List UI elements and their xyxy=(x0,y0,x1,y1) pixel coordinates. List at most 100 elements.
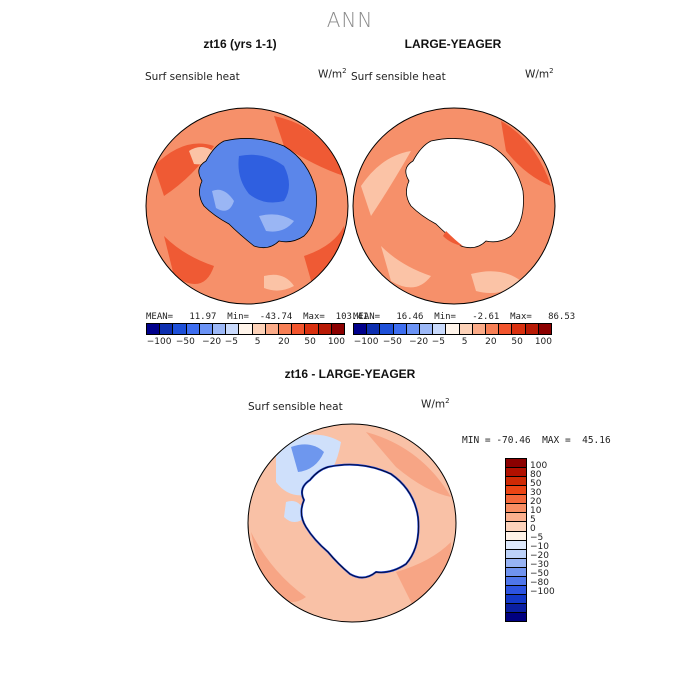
panel2-colorbar-swatch xyxy=(406,324,421,334)
panel2-colorbar-tick-label: 100 xyxy=(534,337,553,347)
panel1-colorbar-swatch xyxy=(213,324,227,334)
panel3-mid-patch xyxy=(366,432,451,497)
panel1-colorbar-tick-label: −5 xyxy=(224,337,238,347)
panel3-colorbar-swatch xyxy=(506,558,526,568)
panel2-antarctica-land xyxy=(405,138,524,249)
panel1-warm-patch xyxy=(304,226,345,291)
panel2-colorbar-swatch xyxy=(354,324,368,334)
panel2-variable-label: Surf sensible heat xyxy=(351,71,446,83)
panel3-colorbar-tick-label: −20 xyxy=(530,551,549,561)
panel3-colorbar-swatch xyxy=(506,486,526,496)
panel2-colorbar-swatch xyxy=(433,324,447,334)
panel3-colorbar-tick-label: 80 xyxy=(530,470,542,480)
panel3-title: zt16 - LARGE-YEAGER xyxy=(284,367,416,381)
panel2-colorbar-swatch xyxy=(538,324,552,334)
panel3-colorbar-tick-label: 0 xyxy=(530,524,536,534)
panel2-warm-patch xyxy=(443,231,463,246)
panel1-polar-map xyxy=(145,107,349,305)
panel3-colorbar-tick-label: −100 xyxy=(530,587,555,597)
panel2-polar-map xyxy=(352,107,556,305)
panel1-colorbar-tick-label: 20 xyxy=(278,337,290,347)
panel2-warm-patch xyxy=(501,121,551,186)
panel3-polar-map xyxy=(247,423,457,623)
panel3-colorbar-tick-label: −50 xyxy=(530,569,549,579)
panel3-colorbar-tick-label: 5 xyxy=(530,515,536,525)
panel3-units: W/m2 xyxy=(421,397,450,411)
panel3-colorbar-swatch xyxy=(506,540,526,550)
panel2-units: W/m2 xyxy=(525,67,554,81)
panel3-coastline xyxy=(301,464,419,578)
panel3-colorbar-swatch xyxy=(506,495,526,505)
panel1-colorbar-tick-label: 100 xyxy=(327,337,346,347)
panel2-colorbar-tick-label: −100 xyxy=(353,337,379,347)
panel3-cool-patch xyxy=(284,501,306,522)
panel1-units: W/m2 xyxy=(318,67,347,81)
panel2-colorbar-swatch xyxy=(472,324,487,334)
panel3-colorbar-swatch xyxy=(506,468,526,478)
panel3-colorbar-tick-label: −10 xyxy=(530,542,549,552)
panel1-colorbar-labels: −100 −50 −20 −5 5 20 50 100 xyxy=(146,337,346,349)
panel3-colorbar xyxy=(505,458,527,622)
panel2-colorbar-swatch xyxy=(499,324,513,334)
panel1-colorbar-tick-label: −20 xyxy=(202,337,222,347)
panel3-colorbar-swatch xyxy=(506,604,526,614)
panel1-colorbar-swatch xyxy=(147,324,161,334)
panel2-colorbar-tick-label: −20 xyxy=(409,337,429,347)
panel1-colorbar-swatch xyxy=(186,324,200,334)
panel1-colorbar-tick-label: −100 xyxy=(146,337,172,347)
panel1-colorbar-swatch xyxy=(292,324,306,334)
panel2-cool-patch xyxy=(361,151,411,216)
panel1-colorbar-swatch xyxy=(265,324,280,334)
panel1-stats: MEAN= 11.97 Min= -43.74 Max= 103.41 xyxy=(146,312,369,322)
panel2-colorbar-swatch xyxy=(459,324,473,334)
panel3-colorbar-tick-label: 30 xyxy=(530,488,542,498)
panel2-colorbar-swatch xyxy=(512,324,526,334)
panel3-colorbar-swatch xyxy=(506,594,526,604)
panel3-colorbar-tick-label: −5 xyxy=(530,533,544,543)
panel2-colorbar-swatch xyxy=(367,324,381,334)
panel2-colorbar-tick-label: −5 xyxy=(431,337,445,347)
panel1-variable-label: Surf sensible heat xyxy=(145,71,240,83)
panel3-colorbar-swatch xyxy=(506,504,526,514)
panel1-colorbar-swatch xyxy=(173,324,187,334)
panel1-colorbar xyxy=(146,323,345,335)
panel1-cool-patch xyxy=(264,274,294,291)
panel1-colorbar-swatch xyxy=(331,324,345,334)
panel2-colorbar-tick-label: 5 xyxy=(461,337,468,347)
panel1-colorbar-swatch xyxy=(160,324,174,334)
panel2-colorbar-swatch xyxy=(446,324,460,334)
panel3-colorbar-labels: 100 80 50 30 20 10 5 0 −5 −10 −20 −30 −50 −80 −100 xyxy=(530,458,570,620)
panel2-colorbar-tick-label: 20 xyxy=(485,337,497,347)
panel1-warm-patch xyxy=(274,116,344,176)
panel3-colorbar-swatch xyxy=(506,531,526,541)
panel1-colorbar-swatch xyxy=(318,324,332,334)
panel3-colorbar-swatch xyxy=(506,585,526,595)
panel1-colorbar-swatch xyxy=(279,324,293,334)
panel3-colorbar-tick-label: −80 xyxy=(530,578,549,588)
panel3-colorbar-swatch xyxy=(506,459,526,469)
panel2-colorbar-tick-label: −50 xyxy=(382,337,402,347)
panel3-colorbar-tick-label: −30 xyxy=(530,560,549,570)
panel3-colorbar-tick-label: 10 xyxy=(530,506,542,516)
panel3-colorbar-swatch xyxy=(506,549,526,559)
panel1-ice-light xyxy=(212,189,234,211)
panel3-colorbar-swatch xyxy=(506,576,526,586)
panel3-colorbar-swatch xyxy=(506,477,526,487)
panel2-map-boundary xyxy=(352,107,556,305)
panel3-colorbar-tick-label: 50 xyxy=(530,479,542,489)
panel2-colorbar-swatch xyxy=(380,324,394,334)
panel2-cool-patch xyxy=(381,246,431,288)
panel2-cool-patch xyxy=(471,271,521,294)
panel3-stats: MIN = -70.46 MAX = 45.16 xyxy=(462,435,611,446)
panel1-warm-patch xyxy=(164,236,214,284)
panel2-colorbar-swatch xyxy=(525,324,539,334)
panel1-ice-deep xyxy=(238,154,289,203)
panel3-colorbar-swatch xyxy=(506,522,526,532)
panel3-colorbar-tick-label: 20 xyxy=(530,497,542,507)
panel2-colorbar-swatch xyxy=(486,324,500,334)
panel1-colorbar-tick-label: −50 xyxy=(175,337,195,347)
panel1-colorbar-swatch xyxy=(226,324,240,334)
panel1-colorbar-tick-label: 50 xyxy=(304,337,316,347)
panel2-colorbar-swatch xyxy=(393,324,407,334)
panel1-colorbar-tick-label: 5 xyxy=(254,337,261,347)
